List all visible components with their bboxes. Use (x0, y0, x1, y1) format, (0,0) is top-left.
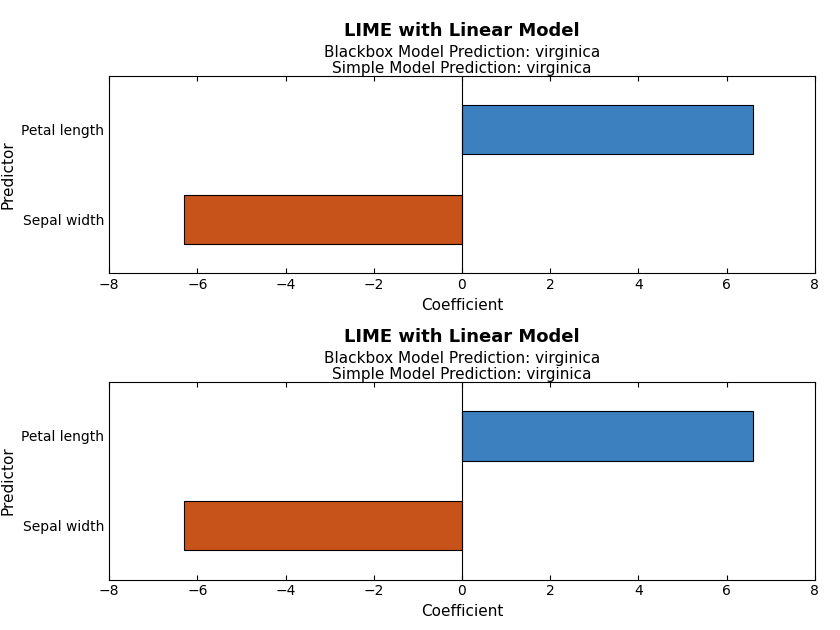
Text: LIME with Linear Model: LIME with Linear Model (344, 328, 580, 347)
Bar (184, 501, 462, 551)
Bar (184, 195, 462, 244)
X-axis label: Coefficient: Coefficient (421, 297, 503, 312)
X-axis label: Coefficient: Coefficient (421, 604, 503, 619)
Text: Blackbox Model Prediction: virginica: Blackbox Model Prediction: virginica (324, 45, 600, 60)
Text: Simple Model Prediction: virginica: Simple Model Prediction: virginica (333, 367, 591, 382)
Y-axis label: Predictor: Predictor (1, 447, 16, 515)
Y-axis label: Predictor: Predictor (1, 140, 16, 209)
Bar (462, 411, 753, 461)
Bar (462, 105, 753, 154)
Text: LIME with Linear Model: LIME with Linear Model (344, 22, 580, 40)
Text: Simple Model Prediction: virginica: Simple Model Prediction: virginica (333, 60, 591, 76)
Text: Blackbox Model Prediction: virginica: Blackbox Model Prediction: virginica (324, 351, 600, 366)
